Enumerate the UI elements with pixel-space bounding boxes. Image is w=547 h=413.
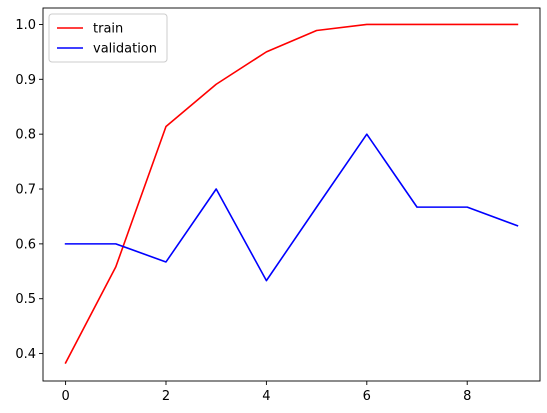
legend-label-validation: validation: [93, 42, 157, 57]
legend-box: [48, 13, 168, 63]
series-line-train: [64, 23, 519, 364]
x-tick-label: 8: [463, 389, 471, 404]
y-tick-label: 0.4: [15, 347, 36, 362]
x-tick-label: 6: [363, 389, 371, 404]
y-tick-label: 0.6: [15, 237, 36, 252]
x-tick-label: 4: [262, 389, 270, 404]
legend-label-train: train: [93, 22, 123, 37]
axes-layer: 0 2 4 6 8 0.4 0.5 0.6 0.7 0.8 0.9 1.0: [15, 7, 541, 404]
y-tick-label: 0.5: [15, 292, 36, 307]
x-tick-label: 0: [61, 389, 69, 404]
series-layer: [64, 23, 519, 364]
y-tick-label: 0.7: [15, 183, 36, 198]
y-tick-label: 0.8: [15, 128, 36, 143]
x-tick-label: 2: [162, 389, 170, 404]
y-tick-label: 1.0: [15, 18, 36, 33]
legend: train validation: [48, 13, 168, 63]
y-tick-label: 0.9: [15, 73, 36, 88]
plot-area: [43, 8, 540, 381]
plot-background: [43, 8, 540, 381]
axes-frame: [42, 7, 541, 382]
series-line-validation: [64, 133, 519, 282]
